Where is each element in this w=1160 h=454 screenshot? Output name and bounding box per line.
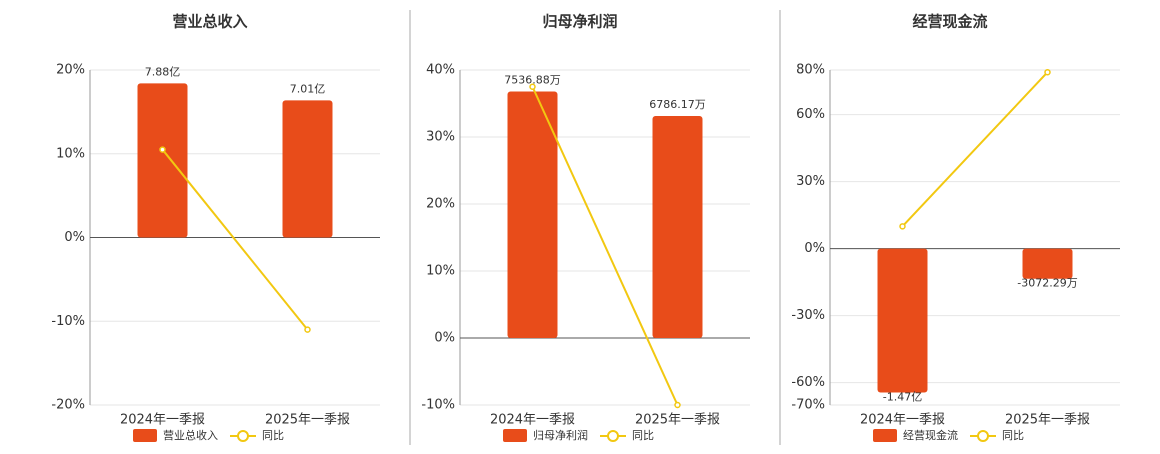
y-tick-label: 40% <box>426 63 455 78</box>
y-tick-label: -10% <box>421 398 455 413</box>
line <box>901 71 1049 228</box>
x-tick-label: 2025年一季报 <box>265 413 350 428</box>
legend-label: 同比 <box>1002 429 1024 442</box>
y-tick-label: 0% <box>64 230 85 245</box>
y-tick-label: 0% <box>804 241 825 256</box>
legend-swatch <box>133 429 157 442</box>
chart-title: 经营现金流 <box>912 13 987 31</box>
y-tick-label: -70% <box>791 398 825 413</box>
y-tick-label: -20% <box>51 398 85 413</box>
bar <box>652 115 703 338</box>
legend-marker <box>607 430 619 442</box>
bar <box>137 83 188 238</box>
bar <box>1022 248 1073 279</box>
y-tick-label: -30% <box>791 308 825 323</box>
y-tick-label: -10% <box>51 314 85 329</box>
data-label: 7.88亿 <box>145 65 181 78</box>
y-tick-label: 10% <box>56 146 85 161</box>
line-point <box>674 401 681 409</box>
y-tick-label: 20% <box>426 197 455 212</box>
legend-label: 营业总收入 <box>163 428 218 442</box>
y-tick-label: 60% <box>796 107 825 122</box>
y-tick-label: 80% <box>796 63 825 78</box>
line-point <box>899 223 906 230</box>
line-point <box>159 146 166 153</box>
x-tick-label: 2024年一季报 <box>490 413 575 428</box>
x-tick-label: 2024年一季报 <box>860 413 945 428</box>
legend-label: 同比 <box>632 429 654 442</box>
chart-title: 营业总收入 <box>172 13 247 31</box>
chart-title: 归母净利润 <box>542 13 617 31</box>
data-label: -3072.29万 <box>1017 277 1077 290</box>
y-tick-label: 0% <box>434 331 455 346</box>
data-label: 6786.17万 <box>649 98 706 111</box>
y-tick-label: -60% <box>791 375 825 390</box>
line-point <box>529 83 536 90</box>
bar <box>877 248 928 393</box>
data-label: 7.01亿 <box>290 82 326 95</box>
legend-label: 同比 <box>262 429 284 442</box>
y-tick-label: 20% <box>56 63 85 78</box>
line-point <box>1044 68 1051 76</box>
line <box>161 148 309 331</box>
legend-label: 归母净利润 <box>533 428 588 442</box>
y-tick-label: 30% <box>796 174 825 189</box>
x-tick-label: 2025年一季报 <box>1005 413 1090 428</box>
x-tick-label: 2025年一季报 <box>635 413 720 428</box>
bar <box>282 100 333 238</box>
y-tick-label: 30% <box>426 130 455 145</box>
x-tick-label: 2024年一季报 <box>120 413 205 428</box>
legend-swatch <box>503 429 527 442</box>
y-tick-label: 10% <box>426 264 455 279</box>
legend-marker <box>977 430 989 442</box>
data-label: -1.47亿 <box>883 390 922 403</box>
line <box>531 86 679 406</box>
legend-swatch <box>873 429 897 442</box>
bar <box>507 91 558 338</box>
line-point <box>304 326 311 333</box>
legend-label: 经营现金流 <box>903 428 958 442</box>
legend-marker <box>237 430 249 442</box>
data-label: 7536.88万 <box>504 73 561 86</box>
